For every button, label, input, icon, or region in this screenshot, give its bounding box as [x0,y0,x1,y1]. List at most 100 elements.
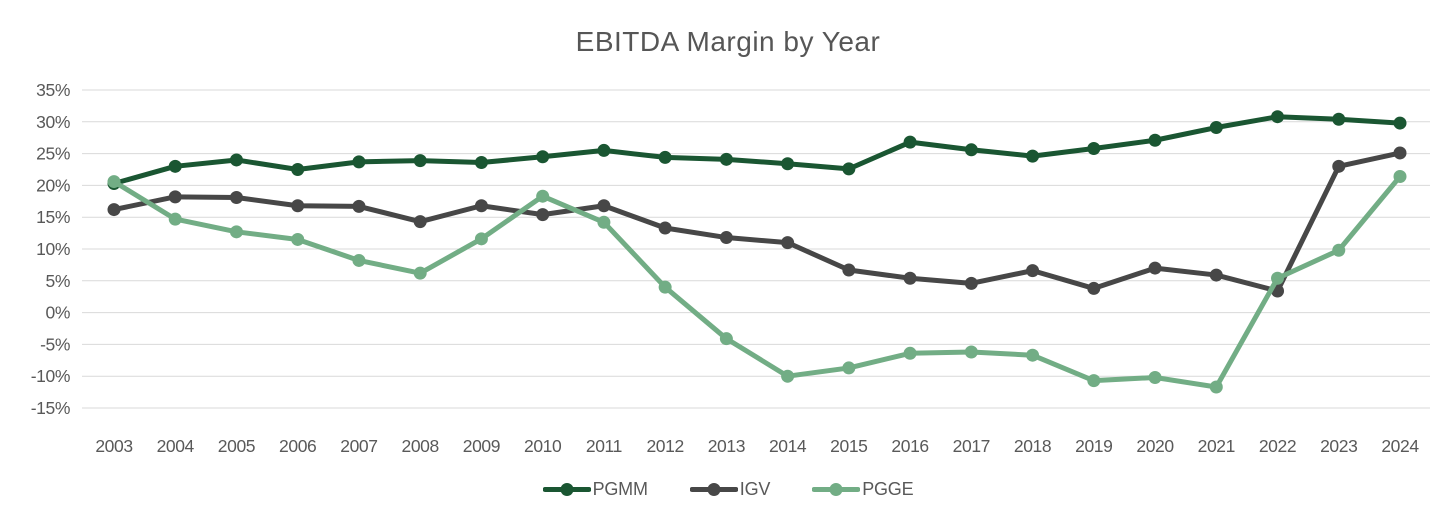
data-point-igv-2013 [719,231,733,245]
x-tick-label: 2003 [95,436,132,456]
legend-line-dot-icon [812,483,861,496]
y-tick-label: -5% [40,334,70,354]
y-tick-label: 5% [46,271,71,291]
x-tick-label: 2010 [524,436,562,456]
data-point-pgge-2020 [1148,370,1162,384]
data-point-pgmm-2004 [168,159,182,173]
data-point-pgge-2015 [842,361,856,375]
data-point-pgge-2006 [291,232,305,246]
data-point-pgmm-2011 [597,143,611,157]
data-point-igv-2019 [1087,281,1101,295]
data-point-pgge-2011 [597,215,611,229]
data-point-pgge-2021 [1209,380,1223,394]
legend-item-pgge: PGGE [812,479,914,500]
data-point-pgmm-2024 [1393,116,1407,130]
data-point-pgge-2019 [1087,374,1101,388]
data-point-pgge-2022 [1271,271,1285,285]
data-point-pgmm-2010 [536,150,550,164]
data-point-pgge-2016 [903,346,917,360]
x-tick-label: 2009 [463,436,500,456]
x-tick-label: 2018 [1014,436,1051,456]
y-tick-label: -10% [31,366,70,386]
legend-line-dot-icon [689,483,738,496]
data-point-igv-2015 [842,263,856,277]
x-tick-label: 2008 [402,436,439,456]
y-tick-label: 15% [36,207,70,227]
data-point-igv-2011 [597,199,611,213]
chart-legend: PGMM IGV PGGE [0,479,1456,500]
x-tick-label: 2016 [891,436,928,456]
data-point-igv-2007 [352,199,366,213]
y-tick-label: 0% [46,303,71,323]
data-point-pgge-2012 [658,280,672,294]
legend-line-dot-icon [542,483,591,496]
data-point-pgge-2017 [964,345,978,359]
data-point-pgge-2013 [719,332,733,346]
data-point-igv-2023 [1332,159,1346,173]
legend-label-pgmm: PGMM [592,479,648,499]
data-point-igv-2018 [1026,264,1040,278]
data-point-pgge-2007 [352,253,366,267]
data-point-pgmm-2022 [1271,110,1285,124]
x-tick-label: 2023 [1320,436,1357,456]
data-point-igv-2020 [1148,261,1162,275]
x-tick-label: 2021 [1198,436,1235,456]
data-point-igv-2003 [107,203,121,217]
legend-label-pgge: PGGE [862,479,914,499]
chart-title: EBITDA Margin by Year [575,26,881,57]
data-point-pgge-2018 [1026,348,1040,362]
data-point-igv-2004 [168,190,182,204]
data-point-pgmm-2012 [658,150,672,164]
data-point-pgge-2009 [474,232,488,246]
data-point-igv-2017 [964,276,978,290]
data-point-igv-2014 [781,236,795,250]
data-point-igv-2016 [903,271,917,285]
data-point-igv-2006 [291,199,305,213]
legend-item-igv: IGV [689,479,771,500]
x-tick-label: 2011 [586,436,622,456]
data-point-pgge-2008 [413,266,427,280]
data-point-igv-2010 [536,208,550,222]
legend-label-igv: IGV [739,479,771,499]
data-point-pgmm-2009 [474,156,488,170]
data-point-igv-2008 [413,215,427,229]
x-tick-label: 2020 [1136,436,1174,456]
data-point-pgge-2024 [1393,169,1407,183]
x-tick-label: 2005 [218,436,255,456]
data-point-pgmm-2018 [1026,149,1040,163]
data-point-pgmm-2007 [352,155,366,169]
x-tick-label: 2019 [1075,436,1112,456]
data-point-igv-2009 [474,199,488,213]
legend-item-pgmm: PGMM [542,479,648,500]
x-tick-label: 2015 [830,436,867,456]
data-point-pgge-2005 [229,225,243,239]
data-point-pgge-2023 [1332,243,1346,257]
x-tick-label: 2024 [1381,436,1419,456]
y-tick-label: 10% [36,239,70,259]
data-point-pgge-2003 [107,175,121,189]
y-tick-label: 20% [36,175,70,195]
data-point-pgmm-2017 [964,143,978,157]
data-point-pgmm-2014 [781,157,795,171]
data-point-pgge-2004 [168,212,182,226]
y-tick-label: -15% [31,398,70,418]
data-point-igv-2021 [1209,268,1223,282]
x-tick-label: 2022 [1259,436,1296,456]
data-point-pgge-2014 [781,369,795,383]
data-point-pgmm-2006 [291,163,305,176]
data-point-igv-2012 [658,221,672,235]
data-point-pgmm-2016 [903,135,917,149]
y-tick-label: 25% [36,144,70,164]
x-tick-label: 2014 [769,436,807,456]
data-point-igv-2024 [1393,146,1407,160]
data-point-pgmm-2015 [842,162,856,176]
x-tick-label: 2012 [646,436,683,456]
y-tick-label: 35% [36,80,70,100]
data-point-pgmm-2019 [1087,142,1101,156]
data-point-pgmm-2013 [719,152,733,166]
data-point-igv-2005 [229,190,243,204]
x-tick-label: 2013 [708,436,745,456]
x-tick-label: 2007 [340,436,377,456]
